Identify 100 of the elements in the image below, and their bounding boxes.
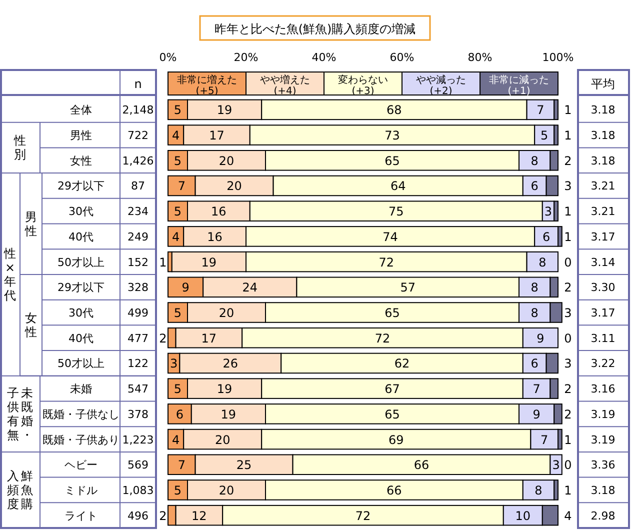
data-label: 7 — [540, 432, 548, 447]
text: 女性 — [24, 311, 37, 340]
text: 328 — [128, 281, 148, 294]
data-label: 4 — [172, 432, 180, 447]
x-tick-label: 40% — [312, 51, 336, 64]
series-label: 非常に増えた (+5) — [177, 74, 237, 97]
text: 3.17 — [590, 230, 616, 244]
data-label: 67 — [384, 382, 400, 396]
text: 1,223 — [122, 433, 154, 446]
data-label: 6 — [176, 407, 184, 422]
text: 3.18 — [590, 104, 616, 117]
data-label: 65 — [384, 306, 400, 320]
text: 3.17 — [590, 306, 616, 320]
text: 1,426 — [122, 154, 154, 168]
data-label: 3 — [564, 356, 572, 371]
y-tick-label: ミドル — [64, 484, 98, 497]
data-label: 8 — [530, 280, 538, 295]
data-label: 3 — [564, 179, 572, 194]
y-tick-label: 未婚 — [70, 382, 92, 396]
data-label: 3 — [564, 306, 572, 320]
y-tick-label: ヘビー — [64, 458, 98, 472]
data-label: 5 — [174, 306, 182, 320]
text: 3.18 — [590, 129, 616, 142]
data-label: 5 — [174, 382, 182, 396]
data-label: 26 — [222, 356, 238, 371]
text: 547 — [128, 382, 148, 396]
data-label: 1 — [564, 128, 572, 143]
data-label: 68 — [386, 103, 402, 118]
data-label: 20 — [218, 154, 234, 168]
data-label: 1 — [159, 255, 167, 270]
text: 3.21 — [590, 205, 616, 218]
data-label: 7 — [178, 458, 186, 472]
data-label: 65 — [384, 407, 400, 422]
data-label: 5 — [174, 483, 182, 498]
data-label: 2 — [564, 382, 572, 396]
data-label: 1 — [564, 204, 572, 219]
text: 122 — [128, 357, 148, 370]
data-label: 20 — [218, 306, 234, 320]
text: 平均 — [591, 77, 615, 91]
y-tick-label: 40代 — [68, 332, 94, 345]
data-label: 9 — [536, 331, 544, 346]
text: 2,148 — [122, 104, 154, 117]
data-label: 3 — [170, 356, 178, 371]
data-label: 6 — [542, 230, 550, 244]
data-label: 62 — [394, 356, 410, 371]
text: 1,083 — [122, 484, 154, 497]
data-label: 19 — [201, 255, 217, 270]
text: n — [134, 77, 142, 91]
text: 3.14 — [590, 256, 616, 269]
x-tick-label: 100% — [542, 51, 574, 64]
text: 性×年代 — [3, 246, 16, 302]
data-label: 66 — [414, 458, 430, 472]
y-tick-label: 50才以上 — [58, 357, 104, 370]
y-tick-label: 40代 — [68, 230, 94, 244]
data-label: 7 — [178, 179, 186, 194]
data-label: 1 — [564, 483, 572, 498]
data-label: 6 — [530, 356, 538, 371]
series-label: やや増えた (+4) — [260, 74, 310, 97]
data-label: 75 — [388, 204, 404, 219]
data-label: 1 — [564, 432, 572, 447]
text: 未既婚・子供有無 — [7, 386, 33, 442]
text: 鮮魚購入頻度 — [7, 468, 33, 511]
text: 3.36 — [590, 458, 616, 472]
y-tick-label: 29才以下 — [58, 281, 104, 294]
data-label: 5 — [174, 103, 182, 118]
data-label: 3 — [544, 204, 552, 219]
data-label: 1 — [564, 103, 572, 118]
data-label: 5 — [174, 154, 182, 168]
y-tick-label: 全体 — [70, 104, 92, 117]
x-tick-label: 60% — [390, 51, 414, 64]
text: 722 — [128, 129, 148, 142]
data-label: 1 — [564, 230, 572, 244]
text: 3.18 — [590, 484, 616, 497]
y-tick-label: 男性 — [70, 129, 92, 142]
data-label: 19 — [216, 382, 232, 396]
data-label: 4 — [172, 128, 180, 143]
text: 3.19 — [590, 433, 616, 446]
data-label: 20 — [214, 432, 230, 447]
y-tick-label: 50才以上 — [58, 256, 104, 269]
data-label: 17 — [209, 128, 224, 143]
text: 477 — [128, 332, 148, 345]
data-label: 0 — [564, 331, 572, 346]
data-label: 8 — [530, 154, 538, 168]
data-label: 3 — [552, 458, 560, 472]
text: 3.21 — [590, 180, 616, 193]
text: 378 — [128, 408, 148, 421]
data-label: 0 — [564, 255, 572, 270]
data-label: 64 — [390, 179, 406, 194]
y-tick-label: 30代 — [68, 306, 94, 320]
data-label: 2 — [159, 331, 167, 346]
text: 3.30 — [590, 281, 616, 294]
data-label: 8 — [530, 306, 538, 320]
data-label: 20 — [218, 483, 234, 498]
y-tick-label: 既婚・子供あり — [42, 433, 120, 446]
data-label: 4 — [172, 230, 180, 244]
data-label: 9 — [532, 407, 540, 422]
data-label: 19 — [216, 103, 232, 118]
y-tick-label: 既婚・子供なし — [42, 408, 120, 421]
y-tick-label: 30代 — [68, 205, 94, 218]
x-tick-label: 80% — [468, 51, 492, 64]
